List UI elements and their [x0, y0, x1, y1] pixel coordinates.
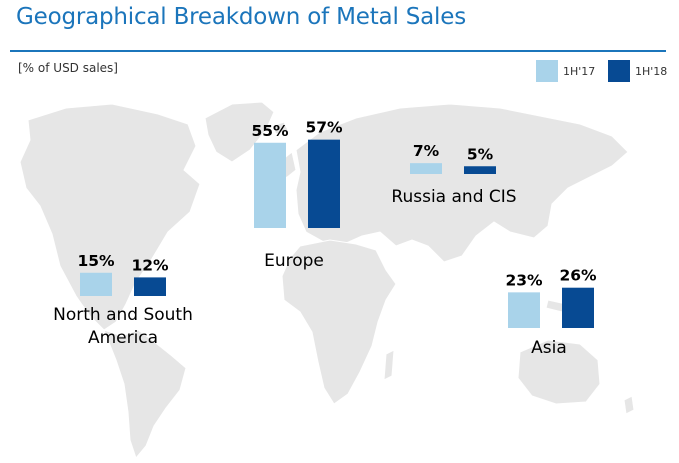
bar-north-and-south-america-1h-18 — [134, 277, 166, 296]
legend-label-1h17: 1H'17 — [563, 65, 596, 78]
page-title: Geographical Breakdown of Metal Sales — [16, 4, 466, 30]
bar-asia-1h-18 — [562, 287, 594, 328]
bar-asia-1h-17 — [508, 292, 540, 328]
value-label-europe-1h-17: 55% — [251, 122, 289, 140]
region-group-europe: 55% 57% Europe — [251, 119, 343, 271]
category-label-asia: Asia — [531, 338, 567, 358]
bar-chart-layer: 15% 12% North and South America 55% 57% Europe… — [53, 119, 597, 358]
bar-north-and-south-america-1h-17 — [80, 272, 112, 296]
title-underline — [10, 50, 666, 52]
category-label-north-and-south-america-line-1: North and South — [53, 305, 193, 325]
region-group-north-and-south-america: 15% 12% North and South America — [53, 252, 193, 348]
category-label-russia-and-cis: Russia and CIS — [391, 187, 516, 207]
value-label-north-and-south-america-1h-17: 15% — [77, 252, 115, 270]
region-group-russia-and-cis: 7% 5% Russia and CIS — [391, 142, 516, 207]
value-label-russia-and-cis-1h-18: 5% — [467, 145, 494, 163]
legend-swatch-1h18 — [608, 60, 630, 82]
world-map-background — [19, 101, 635, 460]
value-label-north-and-south-america-1h-18: 12% — [131, 256, 169, 274]
bar-europe-1h-17 — [254, 142, 286, 228]
legend-swatch-1h17 — [536, 60, 558, 82]
bar-russia-and-cis-1h-17 — [410, 163, 442, 174]
bar-russia-and-cis-1h-18 — [464, 166, 496, 174]
legend-label-1h18: 1H'18 — [635, 65, 668, 78]
chart-legend: 1H'17 1H'18 — [0, 60, 679, 84]
value-label-asia-1h-17: 23% — [505, 271, 543, 289]
region-group-asia: 23% 26% Asia — [505, 267, 597, 358]
value-label-europe-1h-18: 57% — [305, 119, 343, 137]
category-label-europe: Europe — [264, 251, 324, 271]
value-label-russia-and-cis-1h-17: 7% — [413, 142, 440, 160]
unit-label: [% of USD sales] — [18, 61, 118, 75]
value-label-asia-1h-18: 26% — [559, 267, 597, 285]
category-label-north-and-south-america-line-2: America — [88, 328, 158, 348]
bar-europe-1h-18 — [308, 139, 340, 228]
